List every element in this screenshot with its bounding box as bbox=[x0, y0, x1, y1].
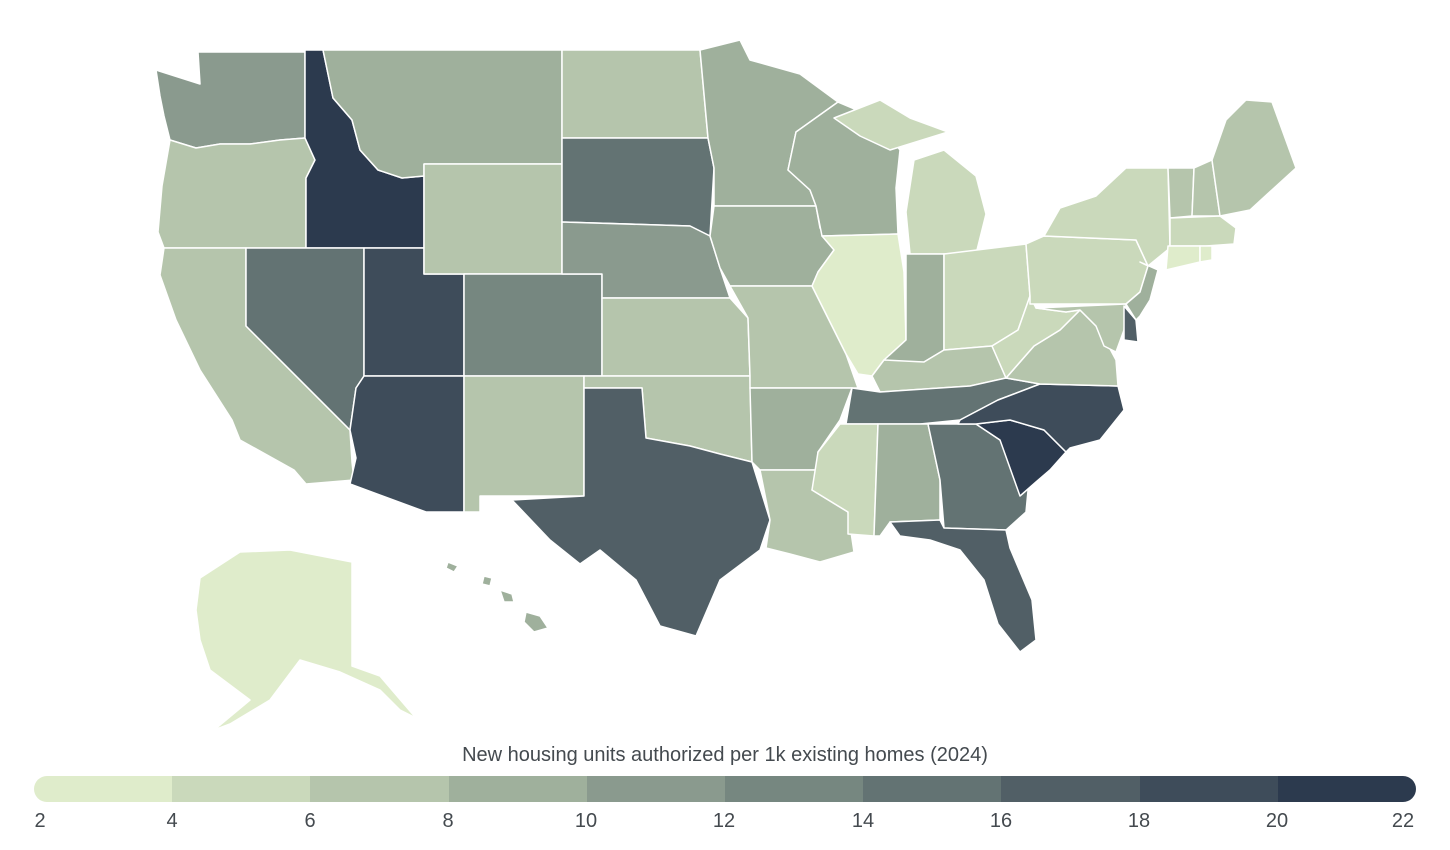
legend-bin-4 bbox=[586, 776, 726, 802]
state-new-mexico[interactable] bbox=[463, 375, 585, 513]
state-massachusetts[interactable] bbox=[1169, 215, 1237, 247]
state-oregon[interactable] bbox=[157, 137, 316, 249]
legend-tick: 20 bbox=[1265, 810, 1289, 832]
state-connecticut[interactable] bbox=[1165, 245, 1201, 271]
state-arizona[interactable] bbox=[349, 375, 465, 513]
state-vermont[interactable] bbox=[1167, 167, 1195, 219]
state-north-dakota[interactable] bbox=[561, 49, 709, 139]
state-alabama[interactable] bbox=[873, 423, 941, 537]
state-texas[interactable] bbox=[511, 387, 771, 637]
legend-tick: 16 bbox=[989, 810, 1013, 832]
state-pennsylvania[interactable] bbox=[1025, 235, 1149, 305]
state-south-dakota[interactable] bbox=[561, 137, 715, 237]
state-new-jersey[interactable] bbox=[1125, 261, 1159, 321]
legend-title: New housing units authorized per 1k exis… bbox=[462, 744, 988, 766]
legend-tick: 12 bbox=[712, 810, 736, 832]
legend-bin-2 bbox=[310, 776, 449, 802]
legend-bin-0 bbox=[34, 776, 173, 802]
legend-bin-7 bbox=[1001, 776, 1140, 802]
legend-tick: 18 bbox=[1127, 810, 1151, 832]
legend-tick: 2 bbox=[34, 810, 46, 832]
state-iowa[interactable] bbox=[709, 205, 835, 287]
state-hawaii[interactable] bbox=[445, 561, 549, 633]
legend-tick: 4 bbox=[166, 810, 178, 832]
state-maine[interactable] bbox=[1211, 99, 1297, 217]
legend-tick: 10 bbox=[574, 810, 598, 832]
state-michigan[interactable] bbox=[833, 99, 987, 255]
state-alaska[interactable] bbox=[195, 549, 417, 731]
state-rhode-island[interactable] bbox=[1199, 245, 1213, 263]
legend-color-scale bbox=[34, 776, 1416, 802]
state-delaware[interactable] bbox=[1123, 305, 1139, 343]
legend-bin-3 bbox=[448, 776, 587, 802]
legend-tick: 22 bbox=[1391, 810, 1415, 832]
state-florida[interactable] bbox=[889, 519, 1037, 653]
legend-bin-9 bbox=[1277, 776, 1416, 802]
us-choropleth-map bbox=[155, 39, 1297, 731]
legend-tick: 14 bbox=[851, 810, 875, 832]
legend-bin-5 bbox=[725, 776, 864, 802]
state-kansas[interactable] bbox=[601, 297, 751, 377]
state-colorado[interactable] bbox=[463, 273, 603, 377]
legend-bin-1 bbox=[172, 776, 311, 802]
state-illinois[interactable] bbox=[811, 233, 907, 377]
legend-tick: 6 bbox=[304, 810, 316, 832]
legend-bin-8 bbox=[1139, 776, 1278, 802]
legend-bin-6 bbox=[863, 776, 1002, 802]
legend-tick: 8 bbox=[442, 810, 454, 832]
state-washington[interactable] bbox=[155, 51, 306, 149]
state-wyoming[interactable] bbox=[423, 163, 563, 275]
